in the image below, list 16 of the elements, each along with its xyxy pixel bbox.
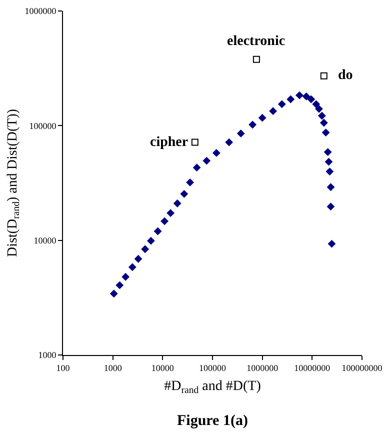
annotation: do <box>338 68 353 83</box>
annotation: cipher <box>150 135 188 150</box>
x-tick-label: 100 <box>56 362 70 373</box>
x-tick-label: 10000000 <box>294 362 331 373</box>
x-tick-label: 1000000 <box>246 362 279 373</box>
x-tick-label: 100000000 <box>342 362 383 373</box>
text: Figure 1(a) <box>177 413 248 429</box>
annotation: electronic <box>227 34 286 49</box>
x-axis-title: #D$_{rand}$ and #D(T) <box>164 379 262 396</box>
x-tick-label: 1000 <box>104 362 122 373</box>
y-tick-label: 100000 <box>29 120 57 131</box>
x-tick-label: 10000 <box>151 362 174 373</box>
x-tick-label: 100000 <box>199 362 226 373</box>
y-tick-label: 1000000 <box>24 6 57 16</box>
y-tick-label: 1000 <box>38 350 57 360</box>
y-tick-label: 10000 <box>34 235 57 246</box>
